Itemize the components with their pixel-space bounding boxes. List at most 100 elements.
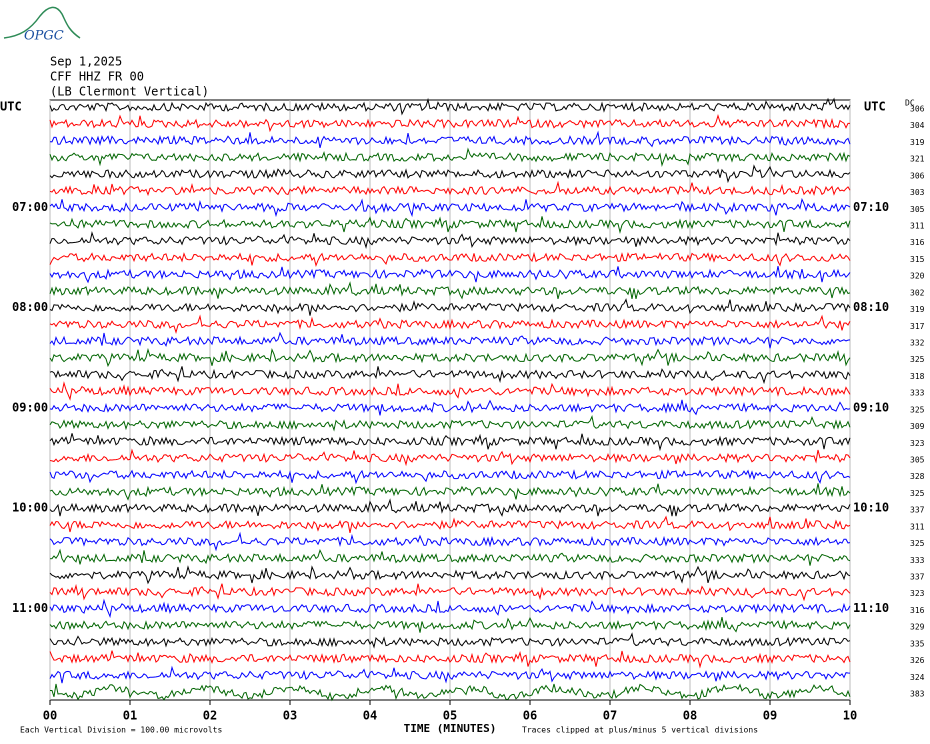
dc-value: 304	[910, 121, 925, 130]
dc-value: 324	[910, 673, 925, 682]
trace	[49, 583, 851, 602]
trace	[49, 483, 851, 501]
right-time-label: 08:10	[853, 300, 889, 314]
dc-value: 323	[910, 439, 925, 448]
x-tick-label: 03	[283, 709, 297, 723]
right-axis-label: UTC	[864, 100, 886, 114]
trace	[49, 515, 851, 533]
right-time-label: 10:10	[853, 501, 889, 515]
dc-value: 319	[910, 305, 925, 314]
header-date: Sep 1,2025	[50, 55, 122, 69]
footer-scale: Each Vertical Division = 100.00 microvol…	[20, 726, 222, 735]
dc-value: 335	[910, 639, 925, 648]
left-time-label: 07:00	[12, 200, 48, 214]
trace	[49, 598, 851, 619]
dc-value: 325	[910, 539, 925, 548]
dc-value: 316	[910, 238, 925, 247]
dc-value: 328	[910, 472, 925, 481]
trace	[49, 331, 851, 349]
dc-value: 319	[910, 138, 925, 147]
x-tick-label: 07	[603, 709, 617, 723]
x-tick-label: 06	[523, 709, 537, 723]
dc-value: 311	[910, 222, 925, 231]
trace	[49, 498, 851, 517]
x-tick-label: 10	[843, 709, 857, 723]
trace	[49, 114, 850, 133]
trace	[49, 632, 851, 649]
trace	[49, 216, 851, 234]
dc-value: 337	[910, 573, 925, 582]
x-tick-label: 08	[683, 709, 697, 723]
trace	[49, 650, 851, 669]
trace	[49, 147, 851, 168]
logo-text: OPGC	[24, 29, 64, 44]
dc-value: 317	[910, 322, 925, 331]
trace	[49, 665, 851, 684]
trace	[49, 298, 851, 316]
right-time-label: 07:10	[853, 200, 889, 214]
trace	[49, 97, 851, 116]
dc-value: 306	[910, 105, 925, 114]
dc-value: 315	[910, 255, 925, 264]
dc-value: 333	[910, 389, 925, 398]
trace	[49, 415, 851, 432]
right-time-label: 11:10	[853, 601, 889, 615]
trace	[49, 130, 851, 149]
dc-value: 306	[910, 171, 925, 180]
trace	[49, 251, 851, 268]
trace	[49, 531, 851, 552]
dc-value: 329	[910, 623, 925, 632]
x-tick-label: 02	[203, 709, 217, 723]
left-axis-label: UTC	[0, 100, 22, 114]
trace	[49, 314, 851, 335]
dc-value: 325	[910, 355, 925, 364]
dc-value: 302	[910, 288, 925, 297]
trace	[49, 565, 851, 585]
trace	[50, 683, 851, 702]
dc-value: 309	[910, 422, 925, 431]
logo: OPGC	[3, 6, 81, 44]
left-time-label: 10:00	[12, 501, 48, 515]
left-time-label: 09:00	[12, 400, 48, 414]
left-time-label: 11:00	[12, 601, 48, 615]
dc-value: 333	[910, 556, 925, 565]
dc-value: 311	[910, 522, 925, 531]
header-location: (LB Clermont Vertical)	[50, 85, 209, 99]
trace	[49, 231, 851, 249]
dc-value: 305	[910, 456, 925, 465]
trace	[49, 616, 851, 633]
dc-value: 320	[910, 272, 925, 281]
x-tick-label: 04	[363, 709, 377, 723]
x-tick-label: 01	[123, 709, 137, 723]
dc-value: 305	[910, 205, 925, 214]
right-time-label: 09:10	[853, 400, 889, 414]
dc-value: 326	[910, 656, 925, 665]
trace	[49, 347, 851, 368]
dc-value: 332	[910, 339, 925, 348]
dc-value: 303	[910, 188, 925, 197]
dc-value: 325	[910, 405, 925, 414]
trace	[49, 281, 851, 300]
trace	[49, 180, 851, 197]
x-axis-label: TIME (MINUTES)	[404, 722, 497, 735]
dc-value: 321	[910, 155, 925, 164]
dc-value: 337	[910, 506, 925, 515]
logo-arc	[3, 6, 81, 39]
left-time-label: 08:00	[12, 300, 48, 314]
trace	[49, 448, 851, 467]
dc-value: 325	[910, 489, 925, 498]
dc-value: 383	[910, 690, 925, 699]
trace	[49, 164, 851, 184]
x-tick-label: 05	[443, 709, 457, 723]
x-tick-label: 00	[43, 709, 57, 723]
dc-label: DC	[905, 99, 915, 108]
dc-value: 318	[910, 372, 925, 381]
dc-value: 316	[910, 606, 925, 615]
header-station: CFF HHZ FR 00	[50, 70, 144, 84]
trace	[49, 197, 851, 218]
trace	[49, 399, 851, 416]
trace	[49, 266, 851, 284]
trace	[49, 433, 851, 452]
trace	[49, 366, 851, 385]
